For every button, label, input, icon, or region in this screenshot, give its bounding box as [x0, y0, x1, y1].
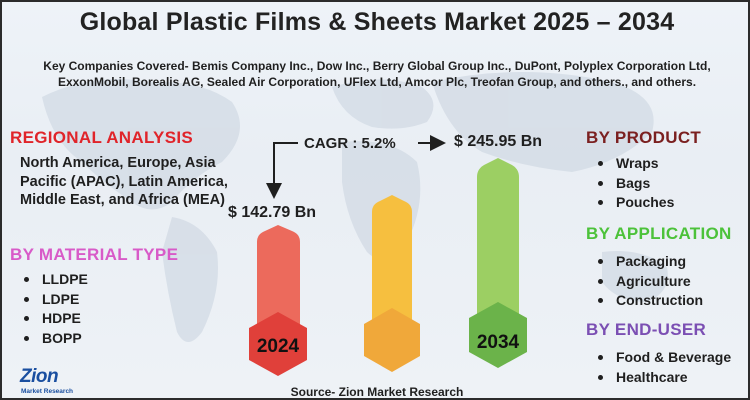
bullet-icon — [598, 278, 603, 284]
arrow-down-icon — [266, 142, 298, 199]
list-item: Bags — [598, 174, 674, 194]
bullet-icon — [598, 259, 603, 265]
year-2034-label: 2034 — [476, 332, 520, 353]
hexagon-2034 — [469, 302, 527, 368]
value-2034: $ 245.95 Bn — [454, 133, 543, 150]
bullet-icon — [598, 374, 603, 380]
list-item: LDPE — [24, 290, 88, 310]
regional-analysis-heading: REGIONAL ANALYSIS — [10, 128, 194, 147]
list-item: Food & Beverage — [598, 348, 731, 368]
bullet-icon — [598, 180, 603, 186]
application-list: Packaging Agriculture Construction — [598, 252, 703, 311]
zion-logo: Zion — [20, 366, 59, 387]
material-type-list: LLDPE LDPE HDPE BOPP — [24, 270, 88, 348]
zion-logo-subtext: Market Research — [21, 388, 74, 395]
bullet-icon — [598, 355, 603, 361]
bullet-icon — [598, 200, 603, 206]
hexagon-middle — [364, 308, 420, 372]
bullet-icon — [24, 296, 29, 302]
list-item: LLDPE — [24, 270, 88, 290]
cagr-label: CAGR : 5.2% — [304, 135, 396, 152]
list-item: Healthcare — [598, 368, 731, 388]
product-heading: BY PRODUCT — [586, 128, 702, 147]
bar-2024 — [257, 225, 300, 342]
list-item: Construction — [598, 291, 703, 311]
bullet-icon — [24, 335, 29, 341]
list-item: Agriculture — [598, 272, 703, 292]
bar-2034 — [477, 158, 519, 327]
bullet-icon — [24, 277, 29, 283]
end-user-heading: BY END-USER — [586, 320, 707, 339]
material-type-heading: BY MATERIAL TYPE — [10, 245, 179, 264]
end-user-list: Food & Beverage Healthcare — [598, 348, 731, 387]
list-item: BOPP — [24, 329, 88, 349]
bullet-icon — [24, 316, 29, 322]
regions-text: North America, Europe, Asia Pacific (APA… — [20, 155, 228, 208]
list-item: Wraps — [598, 154, 674, 174]
list-item: Pouches — [598, 193, 674, 213]
year-2024-label: 2024 — [256, 336, 300, 357]
page-title: Global Plastic Films & Sheets Market 202… — [79, 8, 675, 36]
hexagon-2024 — [249, 312, 307, 376]
product-list: Wraps Bags Pouches — [598, 154, 674, 213]
key-companies-text: Key Companies Covered- Bemis Company Inc… — [43, 59, 711, 89]
list-item: HDPE — [24, 309, 88, 329]
list-item: Packaging — [598, 252, 703, 272]
value-2024: $ 142.79 Bn — [228, 204, 317, 221]
bullet-icon — [598, 161, 603, 167]
source-text: Source- Zion Market Research — [290, 385, 464, 399]
bullet-icon — [598, 298, 603, 304]
bar-middle — [372, 195, 412, 332]
application-heading: BY APPLICATION — [586, 224, 732, 243]
